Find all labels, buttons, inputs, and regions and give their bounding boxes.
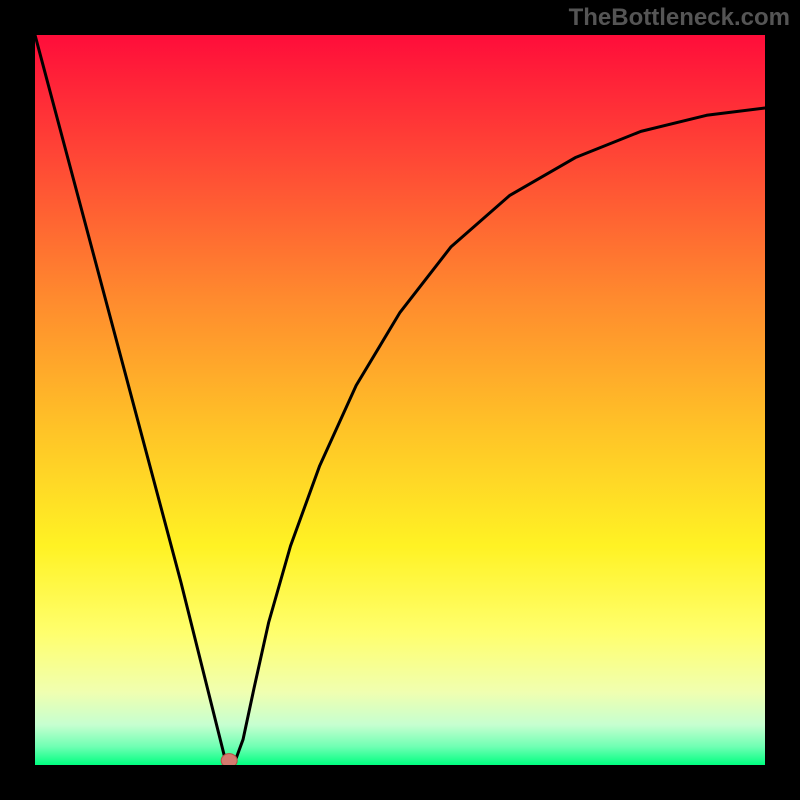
watermark-text: TheBottleneck.com (569, 4, 790, 32)
plot-area (35, 35, 765, 765)
chart-container: TheBottleneck.com (0, 0, 800, 800)
optimum-marker (221, 754, 237, 765)
bottleneck-curve (35, 35, 765, 765)
curve-overlay (35, 35, 765, 765)
